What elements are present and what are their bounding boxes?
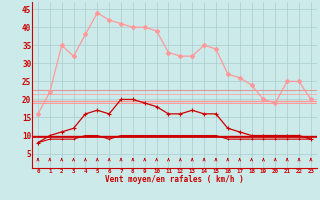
X-axis label: Vent moyen/en rafales ( km/h ): Vent moyen/en rafales ( km/h ) (105, 175, 244, 184)
